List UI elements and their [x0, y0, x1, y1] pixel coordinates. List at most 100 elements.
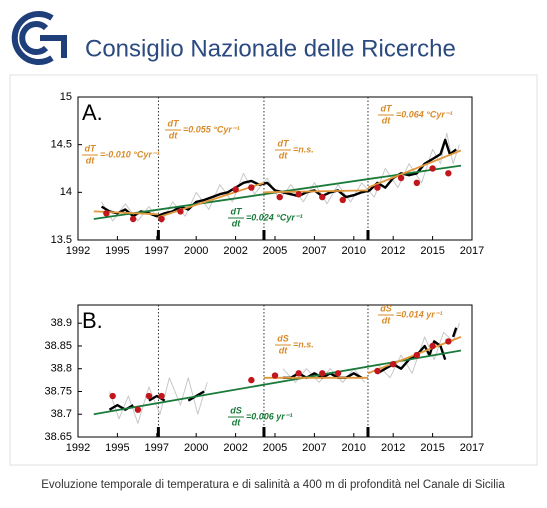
- data-point: [295, 191, 302, 198]
- x-tick-label: 2012: [381, 442, 405, 454]
- annotation-numerator: dT: [381, 103, 393, 113]
- panel-label: B.: [82, 308, 103, 333]
- annotation-denominator: dt: [382, 115, 391, 125]
- annotation: dT dt =0.064 °Cyr⁻¹: [378, 103, 453, 125]
- y-tick-label: 14.5: [51, 139, 72, 151]
- annotation-text: =n.s.: [293, 144, 314, 154]
- y-tick-label: 38.8: [51, 363, 72, 375]
- break-marker: [366, 230, 370, 240]
- annotation-numerator: dT: [231, 206, 243, 216]
- x-tick-label: 2007: [302, 442, 326, 454]
- data-point: [339, 196, 346, 204]
- y-tick-label: 38.9: [51, 317, 72, 329]
- data-point: [429, 165, 436, 172]
- annotation-text: =0.024 °Cyr⁻¹: [246, 212, 303, 222]
- annotation-denominator: dt: [232, 218, 241, 228]
- x-tick-label: 1995: [105, 245, 129, 257]
- data-point: [390, 360, 397, 368]
- data-point: [276, 193, 283, 201]
- data-point: [103, 210, 110, 217]
- y-tick-label: 15: [60, 91, 72, 103]
- data-point: [334, 370, 342, 377]
- annotation: dT dt =0.024 °Cyr⁻¹: [228, 206, 303, 228]
- logo-arc: [40, 35, 67, 58]
- x-tick-label: 2012: [381, 245, 405, 257]
- annotation-denominator: dt: [232, 417, 241, 427]
- logo-arc: [11, 11, 54, 65]
- data-point: [319, 193, 326, 201]
- data-point: [445, 338, 452, 345]
- series-line: [158, 181, 265, 218]
- data-point: [109, 392, 116, 400]
- break-marker: [156, 427, 160, 437]
- annotation: dT dt =0.055 °Cyr⁻¹: [165, 118, 240, 140]
- data-point: [145, 392, 153, 400]
- annotation: dT dt =-0.010 °Cyr⁻¹: [82, 143, 160, 165]
- annotation-denominator: dt: [382, 315, 391, 325]
- break-marker: [156, 230, 160, 240]
- panel-label: A.: [82, 100, 103, 125]
- annotation-denominator: dt: [279, 345, 288, 355]
- caption: Evoluzione temporale di temperatura e di…: [41, 479, 505, 491]
- logo: [11, 11, 67, 65]
- header-title: Consiglio Nazionale delle Ricerche: [85, 35, 456, 62]
- series-line: [367, 149, 462, 189]
- data-point: [158, 215, 165, 223]
- data-point: [248, 184, 255, 191]
- data-point: [271, 372, 279, 379]
- x-tick-label: 2017: [460, 245, 484, 257]
- data-point: [248, 376, 255, 384]
- annotation-denominator: dt: [86, 155, 95, 165]
- data-point: [319, 370, 326, 377]
- data-point: [177, 208, 184, 215]
- x-tick-label: 2000: [184, 442, 208, 454]
- x-tick-label: 2007: [302, 245, 326, 257]
- annotation: dS dt =n.s.: [275, 333, 314, 355]
- x-tick-label: 1992: [66, 245, 90, 257]
- x-tick-label: 2000: [184, 245, 208, 257]
- y-tick-label: 38.75: [44, 385, 72, 397]
- x-tick-label: 1997: [145, 245, 169, 257]
- annotation-text: =-0.010 °Cyr⁻¹: [100, 149, 160, 159]
- y-tick-label: 38.7: [51, 408, 72, 420]
- break-marker: [262, 427, 266, 437]
- data-point: [397, 174, 405, 182]
- x-tick-label: 2005: [263, 442, 287, 454]
- annotation: dS dt =0.006 yr⁻¹: [228, 405, 293, 427]
- y-tick-label: 38.65: [44, 431, 72, 443]
- annotation-numerator: dS: [277, 333, 289, 343]
- x-tick-label: 2002: [223, 245, 247, 257]
- data-point: [374, 184, 381, 191]
- x-tick-label: 2010: [342, 245, 366, 257]
- y-tick-label: 14: [60, 186, 72, 198]
- data-point: [429, 342, 436, 350]
- annotation-text: =0.064 °Cyr⁻¹: [396, 109, 453, 119]
- annotation-text: =n.s.: [293, 339, 314, 349]
- x-tick-label: 2015: [420, 245, 444, 257]
- series-line: [263, 189, 369, 194]
- y-tick-label: 13.5: [51, 234, 72, 246]
- annotation-denominator: dt: [279, 150, 288, 160]
- annotation-text: =0.014 yr⁻¹: [396, 309, 443, 319]
- data-point: [295, 370, 302, 377]
- data-point: [158, 392, 165, 400]
- logo-arc: [19, 21, 49, 55]
- x-tick-label: 1995: [105, 442, 129, 454]
- x-tick-label: 2005: [263, 245, 287, 257]
- data-point: [413, 351, 421, 359]
- x-tick-label: 2010: [342, 442, 366, 454]
- annotation-numerator: dS: [380, 303, 392, 313]
- break-marker: [366, 427, 370, 437]
- annotation-numerator: dS: [230, 405, 242, 415]
- x-tick-label: 2017: [460, 442, 484, 454]
- annotation-numerator: dT: [168, 118, 180, 128]
- x-tick-label: 2002: [223, 442, 247, 454]
- data-point: [232, 186, 239, 193]
- data-point: [445, 170, 452, 177]
- y-tick-label: 38.85: [44, 340, 72, 352]
- data-point: [129, 215, 137, 223]
- annotation: dT dt =n.s.: [275, 138, 314, 160]
- x-tick-label: 1992: [66, 442, 90, 454]
- data-point: [134, 406, 142, 413]
